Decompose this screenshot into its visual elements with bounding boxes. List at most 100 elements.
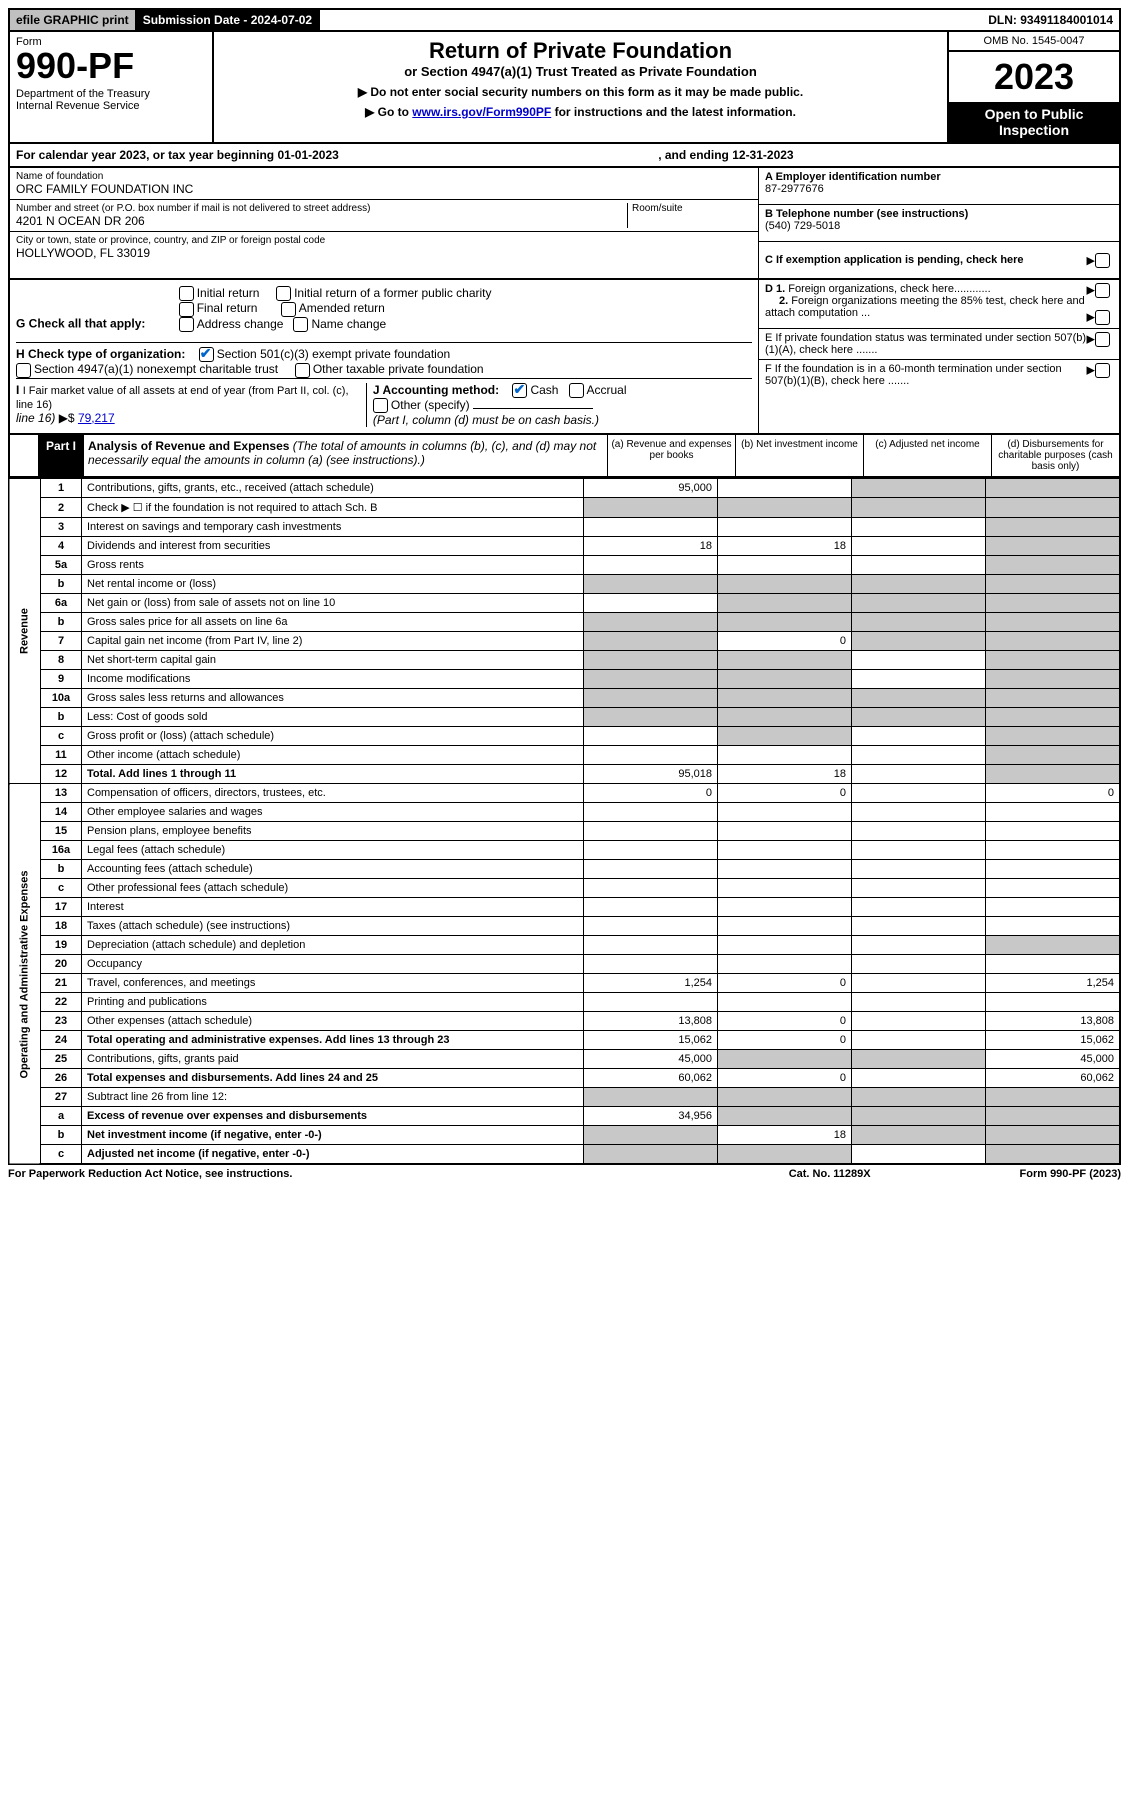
form-subtitle: or Section 4947(a)(1) Trust Treated as P… [220,64,941,79]
form990pf-link[interactable]: www.irs.gov/Form990PF [412,105,551,119]
row-desc: Capital gain net income (from Part IV, l… [82,632,584,651]
cell-b [718,955,852,974]
j-cash-checkbox[interactable] [512,383,527,398]
row-number: 11 [41,746,82,765]
cell-c [852,803,986,822]
cell-b [718,1107,852,1126]
cell-a [584,955,718,974]
f-checkbox[interactable] [1095,363,1110,378]
d-block: D 1. Foreign organizations, check here..… [759,280,1119,329]
table-row: bNet investment income (if negative, ent… [9,1126,1120,1145]
row-desc: Other employee salaries and wages [82,803,584,822]
row-desc: Compensation of officers, directors, tru… [82,784,584,803]
h-other-checkbox[interactable] [295,363,310,378]
efile-label[interactable]: efile GRAPHIC print [10,10,137,30]
cell-c [852,1012,986,1031]
row-number: 3 [41,518,82,537]
g-addrchange-checkbox[interactable] [179,317,194,332]
h-501c3-checkbox[interactable] [199,347,214,362]
row-desc: Excess of revenue over expenses and disb… [82,1107,584,1126]
c-label: C If exemption application is pending, c… [765,254,1087,266]
cell-b [718,594,852,613]
bullet-1: ▶ Do not enter social security numbers o… [220,85,941,99]
row-desc: Printing and publications [82,993,584,1012]
dept-label: Department of the TreasuryInternal Reven… [16,88,206,112]
cell-c [852,822,986,841]
part1-label: Part I [38,435,84,476]
cell-a: 60,062 [584,1069,718,1088]
c-checkbox[interactable] [1095,253,1110,268]
cell-c [852,841,986,860]
row-desc: Taxes (attach schedule) (see instruction… [82,917,584,936]
cell-c [852,898,986,917]
h-4947-checkbox[interactable] [16,363,31,378]
row-number: c [41,1145,82,1165]
cell-d [986,955,1121,974]
cell-b: 18 [718,1126,852,1145]
row-number: 1 [41,479,82,498]
table-row: 16aLegal fees (attach schedule) [9,841,1120,860]
cell-c [852,613,986,632]
cell-c [852,746,986,765]
row-number: b [41,613,82,632]
cell-b [718,479,852,498]
j-accrual-checkbox[interactable] [569,383,584,398]
f-block: F If the foundation is in a 60-month ter… [759,360,1119,390]
cell-c [852,708,986,727]
tel-value: (540) 729-5018 [765,220,1113,232]
d2-checkbox[interactable] [1095,310,1110,325]
row-desc: Net investment income (if negative, ente… [82,1126,584,1145]
info-block: Name of foundation ORC FAMILY FOUNDATION… [8,168,1121,280]
table-row: 6aNet gain or (loss) from sale of assets… [9,594,1120,613]
e-checkbox[interactable] [1095,332,1110,347]
cell-a: 0 [584,784,718,803]
cell-a: 95,000 [584,479,718,498]
cell-c [852,1088,986,1107]
cell-d [986,632,1121,651]
cell-d [986,594,1121,613]
j-accrual: Accrual [587,383,627,397]
cell-d: 60,062 [986,1069,1121,1088]
dln-label: DLN: 93491184001014 [982,10,1119,30]
cell-c [852,537,986,556]
table-row: 19Depreciation (attach schedule) and dep… [9,936,1120,955]
cell-b [718,879,852,898]
part1-title: Analysis of Revenue and Expenses (The to… [84,435,607,476]
cell-a [584,518,718,537]
j-label: J Accounting method: [373,383,499,397]
row-number: 2 [41,498,82,518]
row-desc: Net gain or (loss) from sale of assets n… [82,594,584,613]
g-namechange: Name change [311,317,386,331]
tel-cell: B Telephone number (see instructions) (5… [759,205,1119,242]
j-other-checkbox[interactable] [373,398,388,413]
col-b-header: (b) Net investment income [735,435,863,476]
cell-c [852,765,986,784]
row-desc: Legal fees (attach schedule) [82,841,584,860]
row-number: 6a [41,594,82,613]
table-row: bAccounting fees (attach schedule) [9,860,1120,879]
col-c-header: (c) Adjusted net income [863,435,991,476]
cell-b [718,993,852,1012]
cell-c [852,518,986,537]
h-4947: Section 4947(a)(1) nonexempt charitable … [34,362,278,376]
g-initial-former-checkbox[interactable] [276,286,291,301]
cell-c [852,594,986,613]
cell-b: 0 [718,974,852,993]
i-value[interactable]: 79,217 [78,411,115,425]
row-desc: Interest [82,898,584,917]
row-desc: Contributions, gifts, grants paid [82,1050,584,1069]
d1-checkbox[interactable] [1095,283,1110,298]
g-amended-checkbox[interactable] [281,302,296,317]
g-namechange-checkbox[interactable] [293,317,308,332]
g-initial-checkbox[interactable] [179,286,194,301]
header-mid: Return of Private Foundation or Section … [214,32,947,142]
g-final-checkbox[interactable] [179,302,194,317]
cell-d: 0 [986,784,1121,803]
row-desc: Occupancy [82,955,584,974]
cell-a [584,1126,718,1145]
row-desc: Income modifications [82,670,584,689]
row-desc: Other expenses (attach schedule) [82,1012,584,1031]
cell-d [986,498,1121,518]
cell-d [986,537,1121,556]
row-desc: Total operating and administrative expen… [82,1031,584,1050]
